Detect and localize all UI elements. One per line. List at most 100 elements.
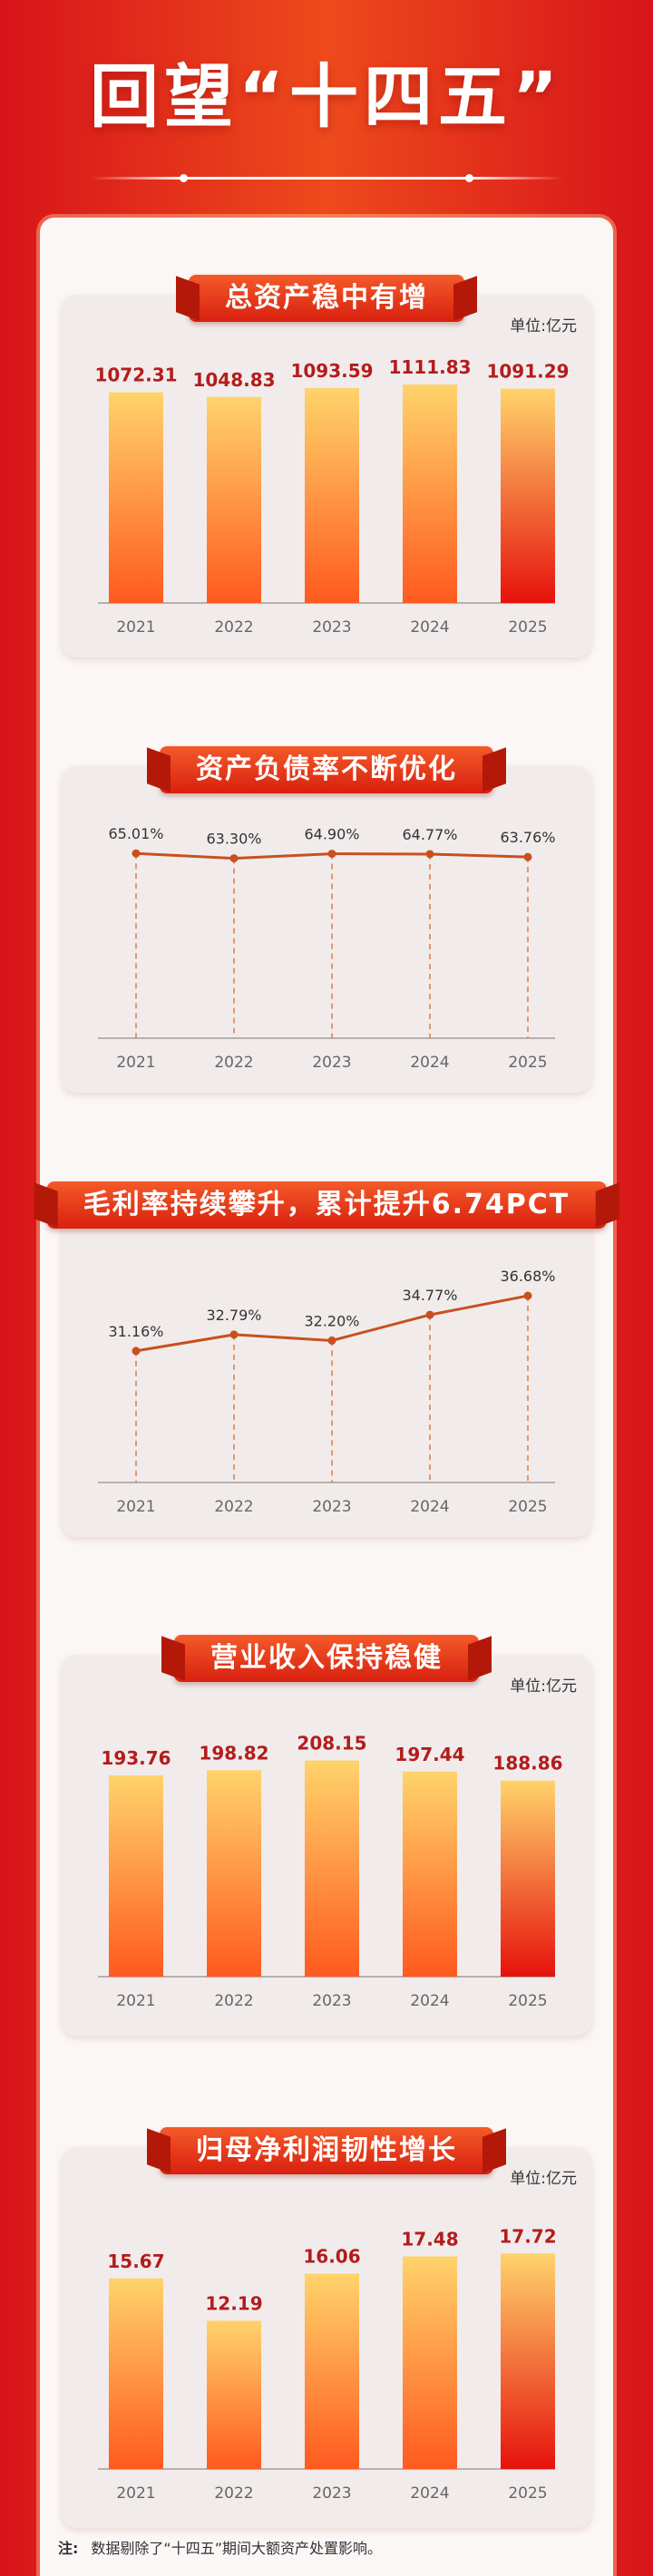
data-label: 65.01% [108,825,163,842]
bar [403,1771,457,1977]
x-tick-label: 2022 [214,1054,253,1072]
bar [109,1775,163,1977]
data-label: 16.06 [303,2246,360,2268]
data-label: 63.76% [500,829,555,846]
x-tick-label: 2024 [410,1054,449,1072]
x-tick-label: 2021 [116,1992,155,2010]
revenue-unit: 单位:亿元 [510,1677,577,1696]
data-label: 63.30% [206,831,261,848]
data-label: 17.48 [401,2229,458,2250]
data-label: 17.72 [499,2225,556,2247]
revenue-chart: 2021 2022 2023 2024 2025 193.76 198.82 208.15 19… [98,1733,563,2010]
revenue-panel: 营业收入保持稳健 单位:亿元 2021 2022 2023 2024 2025 193.7… [62,1635,591,2036]
bar [501,388,555,603]
data-point [425,1310,434,1319]
x-tick-label: 2021 [116,1498,155,1516]
x-tick-label: 2025 [508,1498,547,1516]
data-label: 188.86 [492,1753,562,1774]
x-tick-label: 2024 [410,2484,449,2503]
gross-margin-chart: 2021 2022 2023 2024 2025 31.16% 32.79% 32.20% 34… [98,1268,556,1516]
x-tick-label: 2021 [116,2484,155,2503]
data-point [327,1336,336,1345]
bar [501,1780,555,1977]
bar [109,392,163,603]
x-tick-label: 2022 [214,2484,253,2503]
bar [305,388,359,603]
title-divider [91,174,562,182]
data-label: 15.67 [107,2250,164,2272]
data-point [132,849,141,858]
data-label: 36.68% [500,1268,555,1285]
net-profit-panel: 归母净利润韧性增长 单位:亿元 2021 2022 2023 2024 2025 15.6… [62,2127,591,2528]
total-assets-unit: 单位:亿元 [510,317,577,335]
footnote-text: 数据剔除了“十四五”期间大额资产处置影响。 [91,2540,382,2557]
x-tick-label: 2023 [312,618,351,637]
bar [305,2273,359,2469]
x-tick-label: 2023 [312,1498,351,1516]
data-label: 34.77% [402,1287,457,1304]
x-tick-label: 2025 [508,2484,547,2503]
net-profit-unit: 单位:亿元 [510,2170,577,2188]
debt-ratio-panel: 资产负债率不断优化 2021 2022 2023 2024 2025 65.01% 63.3… [62,746,591,1093]
x-tick-label: 2023 [312,1054,351,1072]
net-profit-title: 归母净利润韧性增长 [160,2127,493,2174]
revenue-title: 营业收入保持稳健 [174,1635,479,1682]
data-label: 197.44 [395,1744,464,1765]
x-tick-label: 2022 [214,618,253,637]
data-point [327,850,336,859]
data-label: 1091.29 [486,361,569,383]
x-tick-label: 2023 [312,2484,351,2503]
data-label: 208.15 [297,1733,366,1755]
page-title: 回望“十四五” [90,56,563,137]
data-label: 12.19 [205,2292,262,2314]
data-label: 193.76 [101,1747,171,1769]
x-tick-label: 2022 [214,1992,253,2010]
data-label: 1072.31 [94,365,177,386]
bar [207,1770,261,1977]
x-tick-label: 2022 [214,1498,253,1516]
data-label: 1111.83 [388,356,471,378]
x-tick-label: 2021 [116,618,155,637]
footnote-label: 注: [58,2540,79,2557]
bar [501,2253,555,2469]
header: 回望“十四五” [0,0,653,218]
total-assets-panel: 总资产稳中有增 单位:亿元 2021 2022 2023 2024 2025 1072.3… [62,275,591,657]
total-assets-chart: 2021 2022 2023 2024 2025 1072.31 1048.83 1093.5… [94,356,569,637]
data-point [229,854,239,863]
x-tick-label: 2025 [508,1054,547,1072]
bar [109,2278,163,2469]
x-tick-label: 2023 [312,1992,351,2010]
data-point [229,1330,239,1339]
x-tick-label: 2025 [508,618,547,637]
data-point [523,852,532,861]
x-tick-label: 2024 [410,1498,449,1516]
gross-margin-panel: 毛利率持续攀升，累计提升6.74PCT 2021 2022 2023 2024 2025… [46,1181,607,1537]
total-assets-title: 总资产稳中有增 [189,275,464,322]
bar [305,1760,359,1977]
data-point [132,1346,141,1356]
data-point [425,850,434,859]
debt-ratio-title: 资产负债率不断优化 [160,746,493,793]
data-label: 198.82 [199,1742,268,1764]
net-profit-chart: 2021 2022 2023 2024 2025 15.67 12.19 16.06 17.48… [98,2225,557,2503]
data-label: 64.77% [402,826,457,843]
data-label: 31.16% [108,1323,163,1340]
data-label: 64.90% [304,826,359,843]
bar [403,384,457,603]
bar [207,2320,261,2469]
x-tick-label: 2024 [410,618,449,637]
x-tick-label: 2024 [410,1992,449,2010]
data-label: 1093.59 [290,360,373,382]
bar [403,2256,457,2469]
data-label: 32.20% [304,1312,359,1329]
x-tick-label: 2025 [508,1992,547,2010]
data-label: 32.79% [206,1307,261,1324]
data-label: 1048.83 [192,369,275,391]
footnote: 注: 数据剔除了“十四五”期间大额资产处置影响。 [58,2536,382,2558]
debt-ratio-chart: 2021 2022 2023 2024 2025 65.01% 63.30% 64.90% 64… [98,825,556,1072]
bar [207,396,261,603]
x-tick-label: 2021 [116,1054,155,1072]
gross-margin-title: 毛利率持续攀升，累计提升6.74PCT [46,1181,607,1229]
content-card: 总资产稳中有增 单位:亿元 2021 2022 2023 2024 2025 1072.3… [40,218,613,2576]
data-point [523,1291,532,1300]
